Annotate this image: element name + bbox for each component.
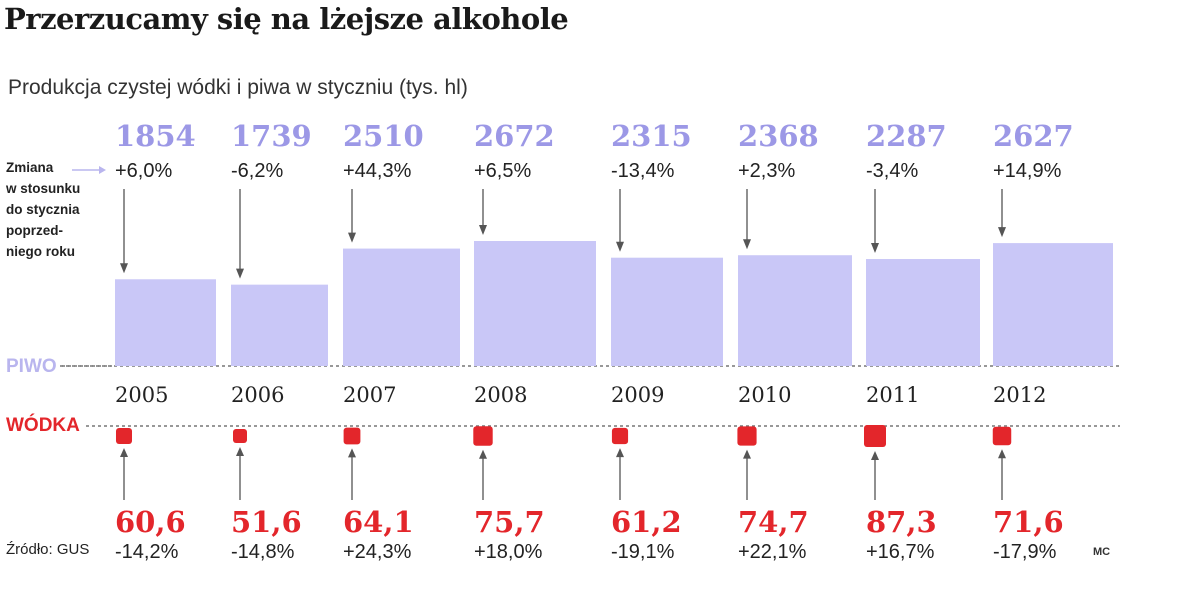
- vodka-marker: [115, 427, 133, 445]
- vodka-change-label: +16,7%: [866, 541, 935, 563]
- beer-value-label: 2627: [993, 119, 1074, 153]
- vodka-arrow-head: [871, 451, 879, 460]
- vodka-change-label: -19,1%: [611, 541, 675, 563]
- vodka-arrow-head: [236, 447, 244, 456]
- beer-bar: [611, 257, 723, 366]
- vodka-arrow-head: [120, 448, 128, 458]
- source-note: Źródło: GUS: [6, 541, 90, 558]
- beer-arrow-head: [236, 268, 244, 279]
- vodka-value-label: 71,6: [993, 505, 1064, 539]
- year-tick-label: 2009: [611, 383, 664, 407]
- year-tick-label: 2011: [866, 383, 919, 407]
- beer-value-label: 1739: [231, 119, 312, 153]
- beer-arrow-head: [743, 239, 751, 250]
- note-arrow-icon: [72, 166, 106, 174]
- vodka-change-label: +24,3%: [343, 541, 412, 563]
- beer-change-label: -6,2%: [231, 160, 283, 182]
- beer-change-label: -13,4%: [611, 160, 675, 182]
- year-tick-label: 2007: [343, 383, 396, 407]
- chart-title: Przerzucamy się na lżejsze alkohole: [4, 2, 569, 36]
- beer-bar: [866, 259, 980, 366]
- beer-bar: [738, 255, 852, 366]
- beer-change-label: +2,3%: [738, 160, 795, 182]
- vodka-value-label: 74,7: [738, 505, 809, 539]
- beer-arrow-head: [348, 232, 356, 243]
- beer-change-label: +6,5%: [474, 160, 531, 182]
- chart-subtitle: Produkcja czystej wódki i piwa w styczni…: [8, 76, 468, 99]
- vodka-arrow-head: [998, 449, 1006, 459]
- vodka-value-label: 61,2: [611, 505, 682, 539]
- vodka-marker: [343, 427, 361, 445]
- vodka-arrow-head: [743, 449, 751, 459]
- beer-change-label: -3,4%: [866, 160, 918, 182]
- year-tick-label: 2006: [231, 383, 284, 407]
- vodka-marker: [611, 427, 629, 445]
- year-tick-label: 2012: [993, 383, 1046, 407]
- vodka-value-label: 51,6: [231, 505, 302, 539]
- vodka-arrow-head: [348, 448, 356, 458]
- beer-value-label: 2287: [866, 119, 947, 153]
- beer-arrow-head: [871, 243, 879, 254]
- vodka-marker: [864, 425, 886, 447]
- vodka-change-label: -14,8%: [231, 541, 295, 563]
- series-label-wodka: WÓDKA: [6, 415, 80, 436]
- beer-change-label: +14,9%: [993, 160, 1062, 182]
- year-tick-label: 2008: [474, 383, 527, 407]
- vodka-marker: [737, 426, 757, 446]
- beer-change-label: +44,3%: [343, 160, 412, 182]
- beer-arrow-head: [616, 241, 624, 252]
- beer-bar: [115, 279, 216, 366]
- beer-bar: [343, 248, 460, 366]
- author-initials: MC: [1093, 546, 1111, 558]
- beer-bar: [993, 243, 1113, 366]
- beer-change-label: +6,0%: [115, 160, 172, 182]
- beer-value-label: 2368: [738, 119, 819, 153]
- year-tick-label: 2010: [738, 383, 791, 407]
- vodka-marker: [473, 426, 493, 446]
- vodka-change-label: +22,1%: [738, 541, 807, 563]
- beer-value-label: 1854: [115, 119, 196, 153]
- beer-value-label: 2510: [343, 119, 424, 153]
- beer-arrow-head: [998, 227, 1006, 238]
- change-note: Zmiana w stosunku do stycznia poprzed- n…: [6, 160, 81, 259]
- beer-bar: [231, 284, 328, 366]
- vodka-marker: [992, 426, 1012, 446]
- year-tick-label: 2005: [115, 383, 168, 407]
- vodka-change-label: -17,9%: [993, 541, 1057, 563]
- vodka-value-label: 60,6: [115, 505, 186, 539]
- vodka-change-label: +18,0%: [474, 541, 543, 563]
- vodka-value-label: 64,1: [343, 505, 414, 539]
- vodka-arrow-head: [479, 449, 487, 459]
- beer-bar: [474, 241, 596, 366]
- beer-arrow-head: [120, 263, 128, 274]
- vodka-marker: [233, 429, 247, 443]
- vodka-value-label: 75,7: [474, 505, 545, 539]
- beer-arrow-head: [479, 225, 487, 235]
- vodka-change-label: -14,2%: [115, 541, 179, 563]
- series-label-piwo: PIWO: [6, 356, 57, 377]
- beer-value-label: 2315: [611, 119, 692, 153]
- beer-value-label: 2672: [474, 119, 555, 153]
- vodka-arrow-head: [616, 448, 624, 458]
- vodka-value-label: 87,3: [866, 505, 937, 539]
